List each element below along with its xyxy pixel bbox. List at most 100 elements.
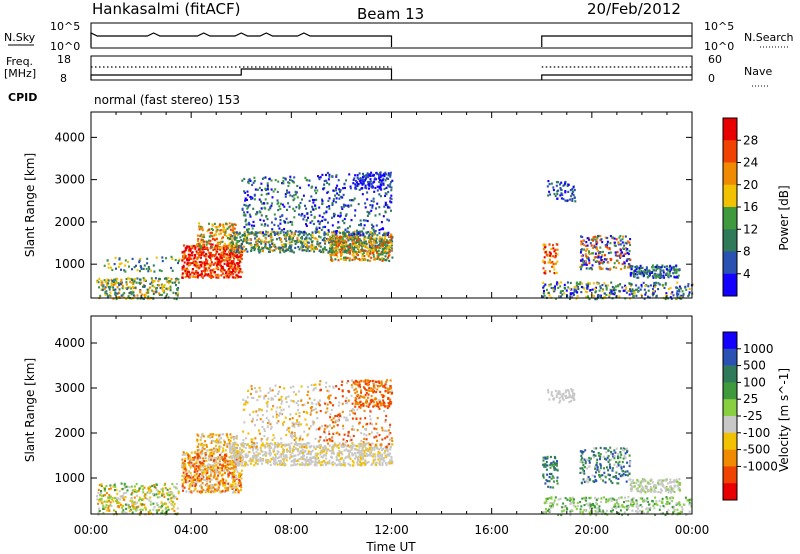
echo-cell [256,455,259,458]
echo-cell [270,188,273,191]
echo-cell [635,294,638,297]
echo-cell [353,241,356,244]
echo-cell [353,243,356,246]
echo-cell [190,461,193,464]
echo-cell [235,461,238,464]
echo-cell [247,221,250,224]
echo-cell [194,271,197,274]
echo-cell [356,246,359,249]
echo-cell [569,292,572,295]
echo-cell [344,444,347,447]
echo-cell [290,464,293,467]
echo-cell [309,210,312,213]
echo-cell [263,233,266,236]
echo-cell [364,258,366,261]
echo-cell [272,456,275,459]
echo-cell [389,171,392,174]
echo-cell [376,172,379,176]
echo-cell [101,281,104,285]
echo-cell [110,281,113,284]
echo-cell [385,252,388,255]
echo-cell [598,289,601,292]
echo-cell [261,450,264,453]
echo-cell [195,472,198,476]
echo-cell [235,436,238,439]
echo-cell [209,247,212,250]
echo-cell [356,229,359,232]
echo-cell [542,243,545,246]
echo-cell [210,457,213,460]
echo-cell [669,264,672,267]
echo-cell [331,235,334,238]
echo-cell [552,247,555,250]
echo-cell [229,449,232,452]
echo-cell [307,241,310,244]
echo-cell [211,228,214,231]
echo-cell [325,211,328,214]
echo-cell [373,453,376,456]
echo-cell [298,213,300,216]
echo-cell [369,204,372,207]
echo-cell [375,461,378,464]
echo-cell [560,197,563,200]
echo-cell [201,446,204,449]
echo-cell [384,249,387,252]
echo-cell [112,288,114,291]
echo-cell [234,485,237,488]
echo-cell [306,247,309,250]
echo-cell [372,453,375,456]
echo-cell [280,240,283,243]
echo-cell [573,288,576,291]
echo-cell [339,451,342,454]
echo-cell [361,193,364,196]
echo-cell [591,288,594,291]
echo-cell [215,276,218,279]
echo-cell [227,272,230,275]
echo-cell [181,475,184,478]
echo-cell [294,190,297,193]
echo-cell [651,275,654,278]
echo-cell [369,241,372,244]
echo-cell [370,209,373,212]
echo-cell [274,246,277,249]
echo-cell [97,281,100,284]
echo-cell [250,197,253,201]
echo-cell [348,173,351,176]
echo-cell [259,250,262,253]
echo-cell [190,490,193,493]
echo-cell [289,178,292,181]
echo-cell [662,274,665,277]
echo-cell [576,294,579,298]
echo-cell [338,226,341,229]
echo-cell [631,289,634,292]
echo-cell [379,178,381,181]
echo-cell [385,463,388,467]
echo-cell [244,191,247,194]
echo-cell [188,262,191,265]
echo-cell [636,273,639,276]
echo-cell [270,233,273,236]
echo-cell [302,453,305,456]
echo-cell [342,235,345,238]
echo-cell [228,272,231,275]
echo-cell [191,261,194,265]
echo-cell [314,461,317,465]
echo-cell [320,228,323,231]
echo-cell [339,195,342,198]
echo-cell [572,293,575,297]
echo-cell [593,295,596,298]
echo-cell [364,206,367,209]
echo-cell [150,277,153,280]
echo-cell [321,198,323,201]
echo-cell [338,248,341,251]
echo-cell [200,273,203,276]
echo-cell [122,296,125,299]
echo-cell [332,198,335,201]
echo-cell [258,198,261,201]
echo-cell [242,234,244,237]
echo-cell [245,455,248,458]
echo-cell [635,268,638,271]
echo-cell [390,194,393,197]
echo-cell [301,249,304,252]
echo-cell [237,245,240,248]
